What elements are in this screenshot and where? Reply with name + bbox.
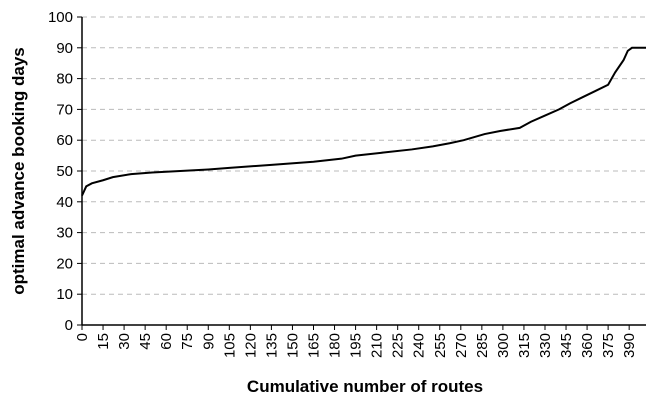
- y-tick-label: 10: [56, 286, 73, 303]
- y-tick-label: 30: [56, 225, 73, 242]
- x-tick-label: 120: [242, 333, 259, 358]
- x-tick-label: 0: [74, 333, 91, 341]
- x-tick-label: 60: [158, 333, 175, 350]
- y-tick-label: 40: [56, 194, 73, 211]
- y-tick-label: 50: [56, 163, 73, 180]
- x-tick-label: 150: [284, 333, 301, 358]
- y-tick-label: 80: [56, 71, 73, 88]
- x-tick-label: 180: [327, 333, 344, 358]
- x-tick-label: 75: [179, 333, 196, 350]
- x-tick-label: 240: [411, 333, 428, 358]
- x-tick-label: 45: [137, 333, 154, 350]
- x-tick-label: 390: [621, 333, 638, 358]
- y-tick-label: 60: [56, 132, 73, 149]
- x-tick-label: 105: [221, 333, 238, 358]
- x-tick-label: 270: [453, 333, 470, 358]
- y-tick-label: 20: [56, 255, 73, 272]
- x-tick-label: 375: [600, 333, 617, 358]
- x-tick-label: 300: [495, 333, 512, 358]
- x-tick-label: 135: [263, 333, 280, 358]
- y-tick-label: 70: [56, 101, 73, 118]
- y-axis-title: optimal advance booking days: [9, 47, 28, 295]
- x-tick-label: 210: [369, 333, 386, 358]
- x-tick-label: 255: [432, 333, 449, 358]
- x-tick-label: 345: [558, 333, 575, 358]
- x-tick-label: 225: [390, 333, 407, 358]
- x-tick-label: 330: [537, 333, 554, 358]
- x-tick-label: 360: [579, 333, 596, 358]
- x-tick-label: 90: [200, 333, 217, 350]
- x-axis-title: Cumulative number of routes: [247, 377, 483, 396]
- x-tick-label: 315: [516, 333, 533, 358]
- y-tick-label: 100: [48, 9, 73, 26]
- y-tick-label: 90: [56, 40, 73, 57]
- x-tick-label: 285: [474, 333, 491, 358]
- x-tick-label: 165: [305, 333, 322, 358]
- data-line: [81, 46, 646, 197]
- x-tick-label: 195: [348, 333, 365, 358]
- x-tick-label: 15: [95, 333, 112, 350]
- x-tick-label: 30: [116, 333, 133, 350]
- y-tick-label: 0: [65, 317, 73, 334]
